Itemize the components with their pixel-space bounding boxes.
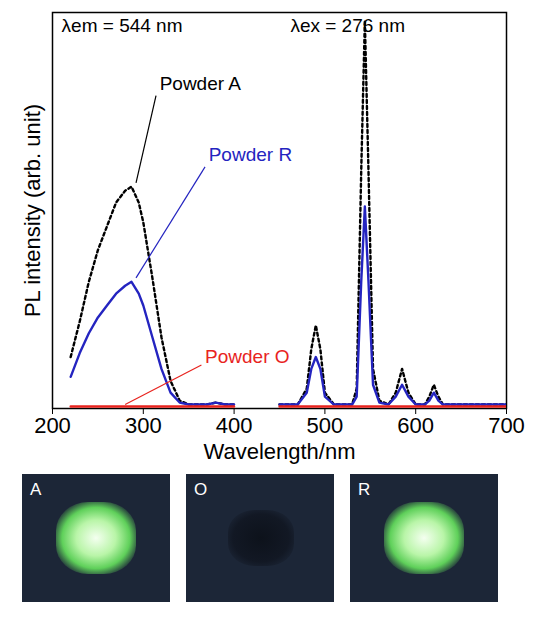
html-text:O: O <box>194 480 208 499</box>
svg-text:λem = 544 nm: λem = 544 nm <box>62 15 183 36</box>
svg-text:600: 600 <box>397 413 434 438</box>
svg-text:PL intensity (arb. unit): PL intensity (arb. unit) <box>20 104 45 317</box>
svg-text:400: 400 <box>216 413 253 438</box>
svg-text:Wavelength/nm: Wavelength/nm <box>203 439 355 464</box>
svg-text:300: 300 <box>125 413 162 438</box>
svg-text:500: 500 <box>307 413 344 438</box>
svg-text:λex = 276 nm: λex = 276 nm <box>290 15 405 36</box>
html-text:R: R <box>358 480 371 499</box>
html-text:A: A <box>30 480 42 499</box>
svg-text:700: 700 <box>488 413 525 438</box>
svg-text:200: 200 <box>34 413 71 438</box>
svg-text:Powder R: Powder R <box>209 144 292 165</box>
svg-text:Powder A: Powder A <box>160 73 242 94</box>
svg-text:Powder O: Powder O <box>205 346 289 367</box>
